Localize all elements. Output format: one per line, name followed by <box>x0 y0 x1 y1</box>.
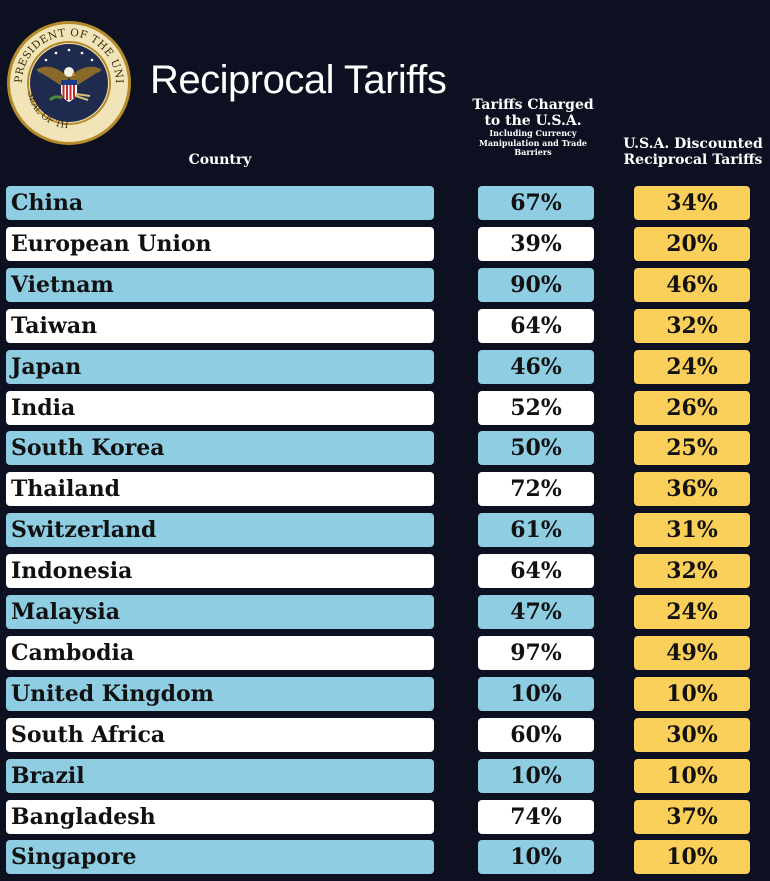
presidential-seal-icon: PRESIDENT OF THE UNITED STATES SEAL OF T… <box>6 20 131 145</box>
column-header-discounted-tariffs: U.S.A. Discounted Reciprocal Tariffs <box>623 136 763 168</box>
table-row: Singapore 10% 10% <box>0 840 770 874</box>
tariff-charged-cell: 67% <box>478 186 594 220</box>
tariff-charged-cell: 47% <box>478 595 594 629</box>
table-row: Indonesia 64% 32% <box>0 554 770 588</box>
country-cell: Thailand <box>6 472 434 506</box>
table-row: Taiwan 64% 32% <box>0 309 770 343</box>
country-cell: Singapore <box>6 840 434 874</box>
discounted-tariff-cell: 10% <box>634 677 750 711</box>
tariff-charged-cell: 74% <box>478 800 594 834</box>
table-row: Japan 46% 24% <box>0 350 770 384</box>
discounted-tariff-cell: 26% <box>634 391 750 425</box>
table-row: Bangladesh 74% 37% <box>0 800 770 834</box>
table-row: South Africa 60% 30% <box>0 718 770 752</box>
country-cell: Switzerland <box>6 513 434 547</box>
tariff-charged-cell: 90% <box>478 268 594 302</box>
discounted-tariff-cell: 10% <box>634 840 750 874</box>
tariff-charged-cell: 64% <box>478 309 594 343</box>
tariff-charged-cell: 10% <box>478 840 594 874</box>
tariff-charged-cell: 72% <box>478 472 594 506</box>
table-row: European Union 39% 20% <box>0 227 770 261</box>
tariff-charged-cell: 60% <box>478 718 594 752</box>
discounted-tariff-cell: 24% <box>634 595 750 629</box>
country-cell: Bangladesh <box>6 800 434 834</box>
country-cell: South Korea <box>6 431 434 465</box>
table-row: Brazil 10% 10% <box>0 759 770 793</box>
discounted-tariff-cell: 32% <box>634 554 750 588</box>
table-row: Thailand 72% 36% <box>0 472 770 506</box>
column-header-tariffs-charged: Tariffs Charged to the U.S.A. Including … <box>470 97 596 157</box>
discounted-tariff-cell: 32% <box>634 309 750 343</box>
discounted-tariff-cell: 30% <box>634 718 750 752</box>
table-row: Cambodia 97% 49% <box>0 636 770 670</box>
discounted-tariff-cell: 10% <box>634 759 750 793</box>
tariff-charged-cell: 10% <box>478 759 594 793</box>
tariff-charged-cell: 10% <box>478 677 594 711</box>
tariff-charged-cell: 52% <box>478 391 594 425</box>
tariff-charged-cell: 46% <box>478 350 594 384</box>
table-row: Switzerland 61% 31% <box>0 513 770 547</box>
discounted-tariff-cell: 20% <box>634 227 750 261</box>
country-cell: Brazil <box>6 759 434 793</box>
country-cell: Taiwan <box>6 309 434 343</box>
country-cell: Indonesia <box>6 554 434 588</box>
table-row: China 67% 34% <box>0 186 770 220</box>
country-cell: European Union <box>6 227 434 261</box>
column-header-note: Including Currency Manipulation and Trad… <box>478 128 588 157</box>
table-row: South Korea 50% 25% <box>0 431 770 465</box>
tariff-charged-cell: 39% <box>478 227 594 261</box>
country-cell: India <box>6 391 434 425</box>
country-cell: Cambodia <box>6 636 434 670</box>
table-row: Malaysia 47% 24% <box>0 595 770 629</box>
table-row: Vietnam 90% 46% <box>0 268 770 302</box>
country-cell: China <box>6 186 434 220</box>
discounted-tariff-cell: 36% <box>634 472 750 506</box>
country-cell: Malaysia <box>6 595 434 629</box>
table-row: India 52% 26% <box>0 391 770 425</box>
table-row: United Kingdom 10% 10% <box>0 677 770 711</box>
page-title: Reciprocal Tariffs <box>150 58 447 102</box>
country-cell: United Kingdom <box>6 677 434 711</box>
country-cell: Vietnam <box>6 268 434 302</box>
tariff-charged-cell: 50% <box>478 431 594 465</box>
discounted-tariff-cell: 24% <box>634 350 750 384</box>
country-cell: Japan <box>6 350 434 384</box>
tariff-charged-cell: 64% <box>478 554 594 588</box>
column-header-country: Country <box>188 152 252 168</box>
discounted-tariff-cell: 31% <box>634 513 750 547</box>
column-header-tariffs-charged-label: Tariffs Charged to the U.S.A. <box>472 97 594 129</box>
discounted-tariff-cell: 34% <box>634 186 750 220</box>
discounted-tariff-cell: 46% <box>634 268 750 302</box>
discounted-tariff-cell: 25% <box>634 431 750 465</box>
discounted-tariff-cell: 37% <box>634 800 750 834</box>
discounted-tariff-cell: 49% <box>634 636 750 670</box>
tariff-charged-cell: 61% <box>478 513 594 547</box>
country-cell: South Africa <box>6 718 434 752</box>
tariff-charged-cell: 97% <box>478 636 594 670</box>
